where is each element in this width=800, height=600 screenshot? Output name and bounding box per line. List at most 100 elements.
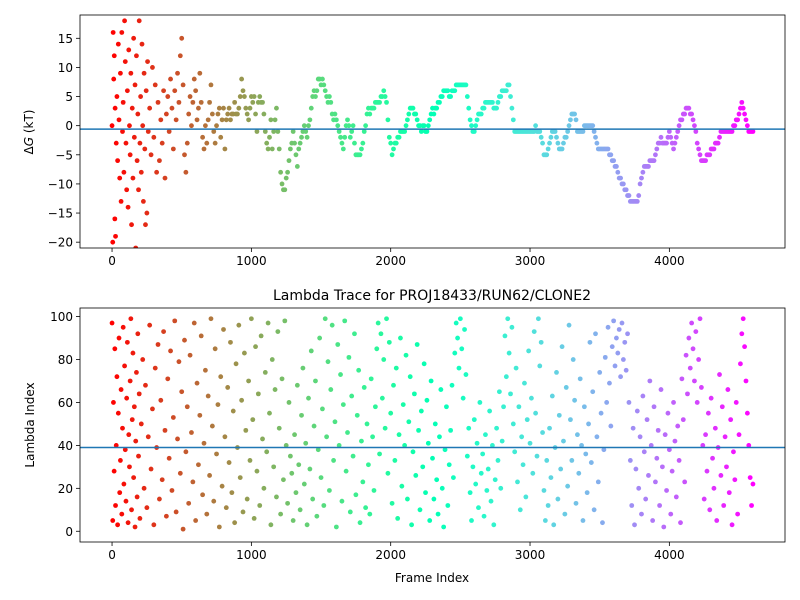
lambda-point [335, 342, 341, 347]
lambda-point [226, 460, 232, 465]
lambda-point [431, 496, 437, 502]
lambda-point [242, 350, 247, 356]
delta-g-point [386, 134, 392, 140]
delta-g-point [260, 99, 265, 105]
lambda-point [464, 453, 470, 459]
delta-g-point [283, 175, 289, 181]
delta-g-point [614, 164, 619, 169]
delta-g-point [275, 129, 281, 134]
lambda-point [275, 329, 281, 335]
lambda-point [301, 481, 307, 487]
delta-g-point [183, 169, 189, 175]
lambda-point [118, 387, 124, 392]
lambda-point [186, 500, 192, 506]
delta-g-point [127, 152, 133, 158]
delta-g-point [148, 152, 154, 158]
lambda-y-tick-label: 60 [58, 396, 73, 410]
lambda-point [598, 410, 604, 416]
lambda-point [680, 417, 686, 423]
lambda-point [162, 427, 168, 433]
lambda-point [739, 331, 745, 337]
lambda-point [254, 468, 260, 474]
delta-g-point [257, 94, 263, 99]
lambda-point [320, 406, 325, 412]
delta-g-point [201, 146, 207, 152]
delta-g-point [473, 123, 479, 129]
lambda-point [148, 466, 154, 472]
lambda-point [495, 458, 501, 463]
lambda-point [354, 412, 360, 418]
lambda-point [498, 485, 504, 491]
lambda-point [368, 376, 374, 382]
delta-g-point [179, 35, 185, 41]
lambda-point [562, 511, 568, 517]
delta-g-point [292, 140, 297, 146]
lambda-point [659, 464, 665, 470]
lambda-point [676, 458, 682, 463]
delta-g-point [225, 111, 231, 117]
lambda-point [125, 520, 131, 526]
delta-g-point [544, 152, 550, 158]
delta-g-point [697, 152, 703, 158]
lambda-point [150, 406, 155, 412]
lambda-point [519, 434, 525, 440]
delta-g-point [739, 99, 745, 105]
lambda-point [240, 509, 246, 515]
lambda-x-axis-label: Frame Index [395, 571, 469, 585]
lambda-point [296, 462, 302, 468]
delta-g-point [117, 175, 123, 181]
lambda-point [710, 455, 715, 461]
lambda-point [581, 404, 587, 410]
lambda-point [349, 393, 355, 399]
lambda-point [732, 477, 738, 483]
lambda-point [327, 488, 332, 493]
lambda-point [530, 470, 536, 476]
delta-g-y-tick-label: −15 [48, 207, 73, 221]
lambda-point [328, 387, 334, 392]
lambda-point [133, 438, 139, 444]
lambda-point [474, 440, 480, 446]
lambda-point [428, 378, 434, 384]
lambda-point [111, 400, 116, 405]
delta-g-point [140, 199, 146, 204]
lambda-point [672, 438, 678, 444]
lambda-point [623, 367, 629, 373]
delta-g-point [208, 82, 214, 88]
delta-g-point [744, 123, 750, 129]
delta-g-point [651, 158, 657, 164]
delta-g-point [222, 146, 228, 152]
lambda-point [654, 455, 660, 461]
lambda-point [118, 458, 123, 463]
lambda-point [561, 438, 566, 444]
delta-g-point [608, 152, 614, 158]
lambda-point [499, 438, 505, 444]
lambda-point [168, 348, 173, 354]
lambda-point [453, 320, 459, 326]
lambda-point [579, 442, 584, 448]
lambda-point [466, 425, 472, 431]
delta-g-point [236, 105, 242, 111]
delta-g-y-axis-label: ΔG (kT) [22, 110, 36, 155]
lambda-point [666, 447, 672, 453]
lambda-point [529, 395, 534, 401]
delta-g-point [110, 239, 116, 245]
delta-g-point [328, 99, 334, 105]
lambda-point [300, 365, 306, 371]
lambda-point [662, 432, 668, 438]
delta-g-point [173, 117, 179, 123]
lambda-point [427, 518, 433, 523]
lambda-point [350, 453, 356, 459]
lambda-point [544, 458, 550, 463]
lambda-point [157, 496, 162, 502]
lambda-point [110, 518, 116, 523]
delta-g-point [172, 88, 178, 94]
lambda-point [144, 505, 150, 511]
delta-g-point [176, 99, 182, 105]
delta-g-point [427, 117, 433, 123]
lambda-point [393, 365, 399, 371]
delta-g-point [180, 82, 186, 88]
lambda-point [197, 412, 203, 418]
lambda-point [740, 316, 746, 322]
lambda-point [264, 449, 270, 455]
